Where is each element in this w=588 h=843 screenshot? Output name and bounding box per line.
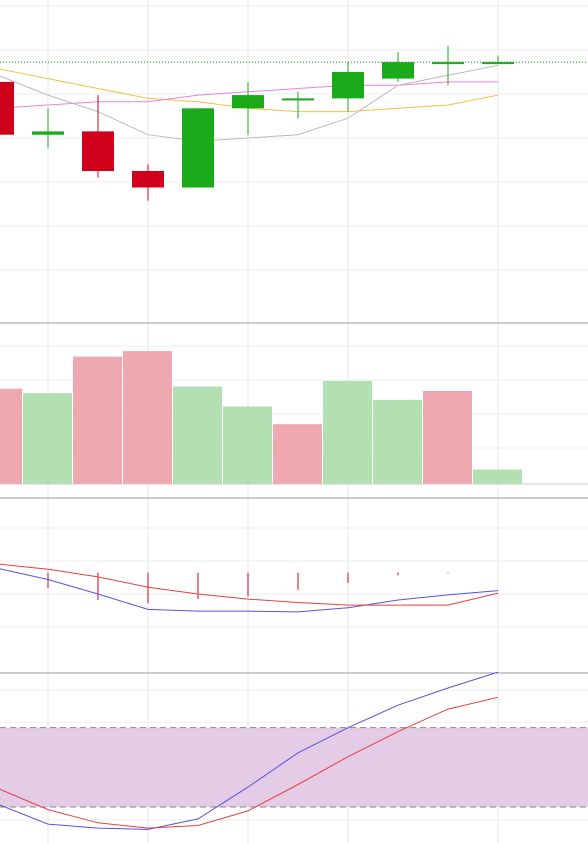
candle-body-5 xyxy=(232,95,264,109)
candle-body-9 xyxy=(432,62,464,65)
candle-body-3 xyxy=(132,171,164,188)
candle-body-2 xyxy=(82,131,114,171)
volume-bar-9 xyxy=(423,390,472,484)
stochastic-line-1 xyxy=(0,696,499,829)
volume-bar-6 xyxy=(273,424,322,484)
volume-bar-7 xyxy=(323,380,372,484)
macd-line-0 xyxy=(0,568,499,613)
candle-body-8 xyxy=(382,62,414,79)
candle-body-10 xyxy=(482,62,514,65)
volume-bar-3 xyxy=(123,351,172,484)
candle-body-6 xyxy=(282,98,314,101)
candle-body-1 xyxy=(32,131,64,135)
volume-bar-5 xyxy=(223,406,272,484)
volume-bar-4 xyxy=(173,386,222,484)
macd-line-1 xyxy=(0,563,499,606)
stochastic-line-0 xyxy=(0,671,499,830)
volume-bar-2 xyxy=(73,356,122,484)
candle-body-4 xyxy=(182,108,214,188)
volume-bar-8 xyxy=(373,399,422,484)
moving-average-line-2 xyxy=(0,64,499,142)
stochastic-band xyxy=(0,727,588,807)
volume-bar-1 xyxy=(23,393,72,484)
volume-bar-0 xyxy=(0,388,22,484)
volume-bar-10 xyxy=(473,469,522,484)
candle-body-0 xyxy=(0,81,14,135)
candle-body-7 xyxy=(332,72,364,99)
